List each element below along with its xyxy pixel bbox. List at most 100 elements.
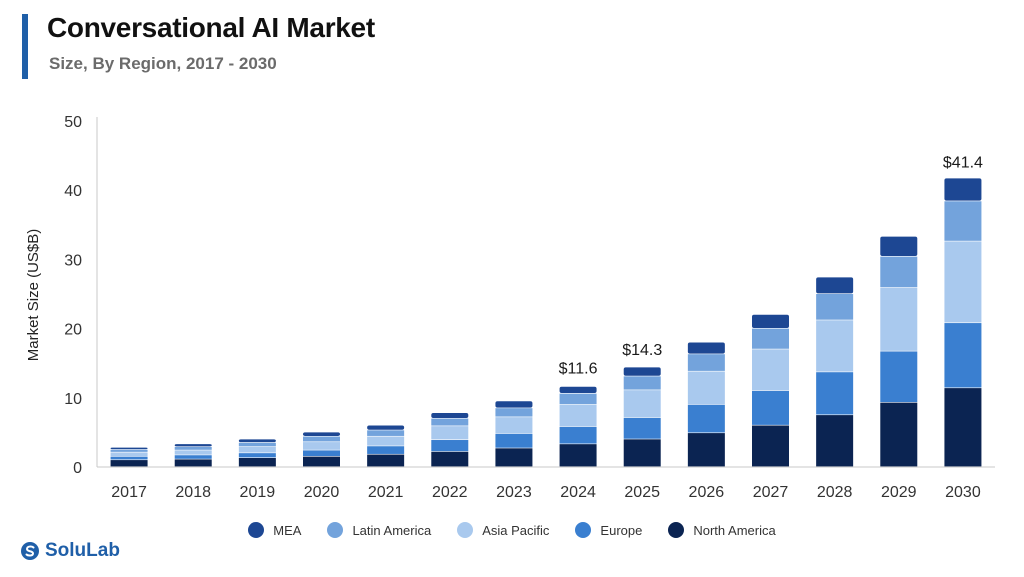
legend-label: Latin America [352,522,432,538]
bar-segment-mea [816,277,854,294]
legend-item: Asia Pacific [457,522,549,538]
solulab-logo-icon [21,542,39,560]
bar-segment-asia-pacific [880,287,918,351]
bar-segment-latin-america [238,442,276,447]
x-tick-label: 2020 [304,484,340,501]
legend-item: North America [668,522,776,538]
bar-segment-europe [303,450,340,457]
bar-segment-latin-america [687,354,725,371]
bar-segment-europe [174,455,212,459]
legend-swatch [248,522,265,538]
total-value-label: $41.4 [943,155,983,172]
x-tick-label: 2028 [817,484,853,501]
bar-segment-north-america [367,454,405,467]
bar-segment-europe [816,372,854,415]
bar-segment-mea [238,439,276,443]
page-subtitle: Size, By Region, 2017 - 2030 [49,54,277,73]
title-accent-bar [22,14,28,79]
legend-item: Europe [575,522,642,538]
chart-legend: MEA Latin America Asia Pacific Europe North … [0,522,1024,538]
bar-segment-mea [110,447,148,450]
bar-segment-europe [238,453,276,458]
y-tick-label: 10 [64,391,82,408]
y-tick-label: 50 [64,114,82,131]
legend-label: MEA [273,522,302,538]
bar-segment-north-america [880,402,918,467]
bar-segment-mea [174,444,212,447]
bar-segment-latin-america [495,408,533,417]
brand-name: SoluLab [45,540,120,561]
legend-label: Asia Pacific [482,522,550,538]
bar-segment-mea [623,367,661,376]
bar-segment-mea [944,178,982,201]
legend-label: North America [693,522,776,538]
total-value-label: $14.3 [622,342,662,359]
bar-segment-asia-pacific [367,436,405,446]
y-tick-label: 30 [64,252,82,269]
bar-segment-latin-america [174,446,212,450]
x-tick-label: 2023 [496,484,532,501]
x-tick-label: 2021 [368,484,404,501]
bar-segment-asia-pacific [623,390,661,418]
bar-segment-latin-america [367,430,405,436]
bar-segment-asia-pacific [559,404,597,427]
legend-swatch [457,522,474,538]
bar-segment-north-america [303,456,340,467]
bar-segment-europe [559,426,597,444]
brand-logo: SoluLab [20,540,120,562]
legend-item: Latin America [327,522,431,538]
bar-segment-north-america [559,444,597,467]
bar-segment-asia-pacific [303,442,340,450]
bar-segment-mea [303,432,340,436]
bar-segment-latin-america [816,294,854,320]
bar-segment-latin-america [559,393,597,405]
bar-segment-north-america [431,451,469,467]
bar-segment-mea [495,401,533,408]
bar-segment-europe [752,390,789,425]
bar-segment-latin-america [944,201,982,241]
bar-segment-north-america [238,458,276,467]
legend-label: Europe [600,522,643,538]
bar-segment-europe [623,417,661,439]
bar-segment-asia-pacific [431,426,469,440]
bar-segment-europe [495,433,533,448]
bar-segment-latin-america [623,376,661,390]
x-tick-label: 2017 [111,484,147,501]
bar-segment-north-america [495,448,533,467]
bar-segment-asia-pacific [174,450,212,455]
total-value-label: $11.6 [559,361,598,378]
bar-segment-north-america [110,460,148,467]
y-axis-label: Market Size (US$B) [25,229,42,362]
x-tick-label: 2019 [240,484,276,501]
bar-segment-asia-pacific [238,446,276,453]
bar-segment-europe [431,440,469,452]
bar-segment-mea [367,425,405,430]
bar-segment-europe [880,351,918,403]
bar-segment-europe [367,446,405,454]
bar-segment-latin-america [752,328,789,349]
bar-segment-mea [559,386,597,394]
bar-segment-europe [110,456,148,460]
x-tick-label: 2024 [560,484,596,501]
y-tick-label: 20 [64,322,82,339]
x-tick-label: 2030 [945,484,981,501]
bar-segment-latin-america [431,418,469,426]
bar-segment-asia-pacific [816,320,854,372]
bar-segment-mea [752,314,789,328]
bar-segment-asia-pacific [495,417,533,434]
bar-segment-asia-pacific [110,452,148,457]
legend-swatch [575,522,592,538]
bar-segment-north-america [174,459,212,467]
legend-swatch [327,522,344,538]
bar-segment-mea [431,413,469,418]
legend-item: MEA [248,522,301,538]
x-tick-label: 2018 [175,484,211,501]
bar-segment-north-america [944,388,982,467]
bar-segment-europe [687,404,725,433]
x-tick-label: 2022 [432,484,468,501]
bar-segment-europe [944,323,982,388]
y-tick-label: 40 [64,183,82,200]
x-tick-label: 2027 [753,484,789,501]
x-tick-label: 2025 [624,484,660,501]
